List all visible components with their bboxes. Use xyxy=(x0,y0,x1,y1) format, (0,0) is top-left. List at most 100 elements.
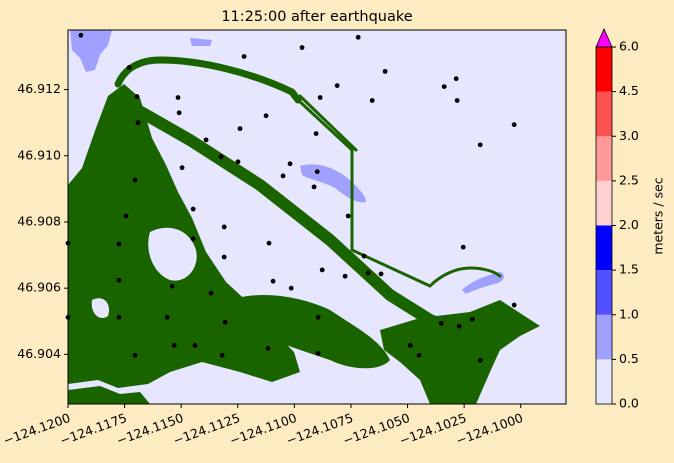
particle xyxy=(134,94,140,99)
particle xyxy=(369,98,375,103)
particle xyxy=(453,76,459,82)
particle xyxy=(315,350,321,356)
particle xyxy=(263,113,269,119)
particle xyxy=(179,165,185,171)
particle xyxy=(116,241,122,247)
fast-water xyxy=(462,272,504,294)
land xyxy=(68,386,150,404)
particle xyxy=(218,154,224,160)
particle xyxy=(221,254,227,260)
colorbar-extend xyxy=(595,28,613,48)
particle xyxy=(126,65,132,70)
y-tick-label: 46.906 xyxy=(17,280,61,295)
particle xyxy=(65,314,71,320)
particle xyxy=(116,277,122,283)
plot-frame xyxy=(67,29,567,405)
particle xyxy=(190,206,196,212)
particle xyxy=(169,283,175,289)
land xyxy=(230,295,390,369)
particle xyxy=(241,54,247,59)
particle xyxy=(438,320,444,326)
y-tick-label: 46.904 xyxy=(17,346,61,361)
particle xyxy=(361,253,367,259)
colorbar-segment xyxy=(596,314,612,360)
colorbar-tick-label: 1.5 xyxy=(619,262,639,277)
particle xyxy=(477,357,483,363)
particle xyxy=(132,177,138,183)
particle xyxy=(203,137,209,143)
particle xyxy=(65,240,71,246)
particle xyxy=(299,45,305,50)
colorbar-segment xyxy=(596,225,612,271)
particle xyxy=(175,95,181,100)
particle xyxy=(235,159,241,165)
particle xyxy=(266,240,272,246)
colorbar-segment xyxy=(596,91,612,137)
land xyxy=(380,300,540,404)
colorbar-segment xyxy=(596,270,612,315)
colorbar-tick-label: 3.0 xyxy=(619,128,639,143)
particle xyxy=(345,213,351,219)
particle xyxy=(416,352,422,358)
particle xyxy=(237,126,243,132)
particle xyxy=(192,343,198,348)
particle xyxy=(511,122,517,128)
particle xyxy=(78,32,84,38)
particle xyxy=(407,343,413,348)
particle xyxy=(280,173,286,179)
colorbar-segment xyxy=(596,359,612,404)
colorbar-segment xyxy=(596,136,612,181)
particle xyxy=(382,68,388,74)
y-tick-label: 46.908 xyxy=(17,213,61,228)
y-tick-label: 46.910 xyxy=(17,147,61,162)
colorbar-tick-label: 0.0 xyxy=(619,396,639,411)
jetty xyxy=(296,98,502,288)
particle xyxy=(365,270,371,276)
colorbar-tick-label: 1.0 xyxy=(619,306,639,321)
particle xyxy=(132,352,138,358)
particle xyxy=(164,314,170,320)
particle xyxy=(319,267,325,273)
particle xyxy=(334,83,340,89)
particle xyxy=(116,314,122,320)
particle xyxy=(123,213,129,219)
particle xyxy=(311,184,317,190)
particle xyxy=(315,314,321,320)
colorbar-tick-label: 0.5 xyxy=(619,351,639,366)
particle xyxy=(342,273,348,279)
y-tick-label: 46.912 xyxy=(17,81,61,96)
jetty xyxy=(298,94,358,152)
particle xyxy=(313,131,319,136)
particle xyxy=(511,302,517,308)
fast-water xyxy=(190,38,212,46)
colorbar-tick-label: 2.5 xyxy=(619,172,639,187)
particle xyxy=(378,271,384,277)
particle xyxy=(456,323,462,329)
particle xyxy=(287,161,293,167)
particle xyxy=(176,110,182,116)
colorbar-segment xyxy=(596,180,612,226)
colorbar-tick-label: 6.0 xyxy=(619,39,639,54)
particle xyxy=(477,142,483,148)
particle xyxy=(270,278,276,284)
particle xyxy=(460,244,466,250)
particle xyxy=(190,236,196,242)
particle xyxy=(208,290,214,296)
particle xyxy=(314,169,320,175)
particle xyxy=(441,84,447,89)
colorbar-label: meters / sec xyxy=(651,177,666,254)
particle xyxy=(171,343,177,348)
particle xyxy=(265,345,271,351)
colorbar-tick-label: 2.0 xyxy=(619,217,639,232)
particle xyxy=(469,316,475,322)
jetty xyxy=(114,94,476,341)
particle xyxy=(355,34,361,40)
colorbar-segment xyxy=(596,47,612,92)
colorbar-tick-label: 4.5 xyxy=(619,83,639,98)
particle xyxy=(222,319,228,325)
fast-water xyxy=(70,30,112,72)
particle xyxy=(221,224,227,230)
particle xyxy=(454,98,460,103)
particle xyxy=(219,352,225,358)
